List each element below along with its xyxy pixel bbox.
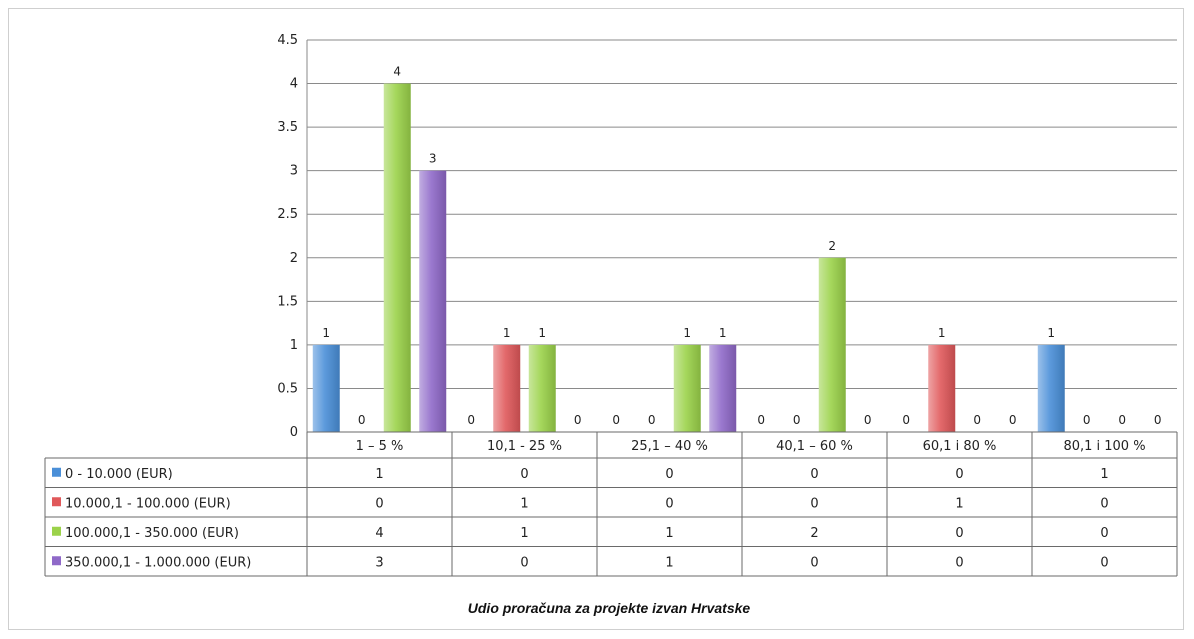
bar	[419, 170, 447, 432]
y-tick-label: 2.5	[277, 207, 298, 222]
data-label: 0	[467, 413, 475, 427]
bar	[1037, 344, 1065, 432]
table-cell: 1	[520, 496, 528, 511]
table-cell: 0	[375, 496, 383, 511]
table-cell: 0	[520, 467, 528, 482]
bar	[928, 344, 956, 432]
data-label: 0	[574, 413, 582, 427]
legend-swatch	[52, 497, 61, 507]
y-tick-label: 4	[290, 77, 298, 92]
data-label: 0	[1118, 413, 1126, 427]
legend-swatch	[52, 556, 61, 566]
y-tick-label: 3.5	[277, 120, 298, 135]
table-cell: 0	[955, 526, 963, 541]
x-axis-label-bold: za projekte izvan Hrvatske	[571, 600, 750, 616]
table-cell: 1	[375, 467, 383, 482]
table-cell: 0	[810, 496, 818, 511]
y-tick-label: 1.5	[277, 294, 298, 309]
data-label: 0	[864, 413, 872, 427]
legend-entry: 0 - 10.000 (EUR)	[65, 467, 173, 482]
table-cell: 0	[955, 555, 963, 570]
legend-entry: 350.000,1 - 1.000.000 (EUR)	[65, 555, 251, 570]
category-label: 1 – 5 %	[356, 439, 404, 454]
table-cell: 1	[665, 526, 673, 541]
bars	[312, 83, 1065, 433]
data-label: 3	[429, 152, 437, 166]
y-tick-label: 1	[290, 338, 298, 353]
data-label: 0	[612, 413, 620, 427]
data-table: 1 – 5 % 10,1 - 25 % 25,1 – 40 % 40,1 – 60 %…	[44, 431, 1178, 577]
data-label: 0	[358, 413, 366, 427]
category-label: 40,1 – 60 %	[776, 439, 853, 454]
category-label: 60,1 i 80 %	[923, 439, 997, 454]
data-label: 1	[938, 326, 946, 340]
y-tick-label: 0.5	[277, 381, 298, 396]
table-cell: 0	[1100, 555, 1108, 570]
category-label: 80,1 i 100 %	[1063, 439, 1145, 454]
table-cell: 2	[810, 526, 818, 541]
table-cell: 1	[955, 496, 963, 511]
category-label: 25,1 – 40 %	[631, 439, 708, 454]
y-tick-label: 2	[290, 251, 298, 266]
data-label: 1	[683, 326, 691, 340]
data-label: 0	[1009, 413, 1017, 427]
table-cell: 0	[665, 496, 673, 511]
y-axis-ticks: 0 0.5 1 1.5 2 2.5 3 3.5 4 4.5	[277, 33, 298, 440]
y-tick-label: 3	[290, 164, 298, 179]
data-label: 0	[648, 413, 656, 427]
bar	[709, 344, 737, 432]
data-label: 1	[503, 326, 511, 340]
category-label: 10,1 - 25 %	[487, 439, 562, 454]
table-cell: 1	[665, 555, 673, 570]
data-label: 0	[902, 413, 910, 427]
table-cell: 0	[665, 467, 673, 482]
table-cell: 0	[810, 467, 818, 482]
legend-swatch	[52, 526, 61, 536]
table-cell: 1	[520, 526, 528, 541]
data-label: 1	[1047, 326, 1055, 340]
data-label: 1	[538, 326, 546, 340]
table-cell: 0	[520, 555, 528, 570]
data-label: 0	[757, 413, 765, 427]
legend-entry: 100.000,1 - 350.000 (EUR)	[65, 526, 239, 541]
bar	[818, 257, 846, 432]
legend-swatch	[52, 467, 61, 477]
data-label: 1	[322, 326, 330, 340]
data-label: 0	[1083, 413, 1091, 427]
data-label: 0	[1154, 413, 1162, 427]
bar	[312, 344, 340, 432]
bar	[673, 344, 701, 432]
bar	[493, 344, 521, 432]
table-cell: 4	[375, 526, 383, 541]
bar	[383, 83, 411, 433]
legend-entry: 10.000,1 - 100.000 (EUR)	[65, 496, 231, 511]
table-cell: 0	[1100, 496, 1108, 511]
table-cell: 0	[955, 467, 963, 482]
table-cell: 0	[1100, 526, 1108, 541]
table-cell: 0	[810, 555, 818, 570]
grid-lines	[306, 39, 1177, 433]
data-label: 2	[828, 239, 836, 253]
bar	[528, 344, 556, 432]
data-label: 4	[393, 65, 401, 79]
table-cell: 3	[375, 555, 383, 570]
data-label: 0	[973, 413, 981, 427]
x-axis-label-italic: Udio proračuna	[468, 600, 572, 616]
data-label: 1	[719, 326, 727, 340]
y-tick-label: 0	[290, 425, 298, 440]
table-cell: 1	[1100, 467, 1108, 482]
y-tick-label: 4.5	[277, 33, 298, 48]
data-labels: 1 0 4 3 0 1 1 0 0 0 1 1 0 0 2 0 0 1 0 0 1 0 0 0	[322, 65, 1161, 427]
data-label: 0	[793, 413, 801, 427]
x-axis-label: Udio proračuna za projekte izvan Hrvatsk…	[468, 600, 751, 616]
